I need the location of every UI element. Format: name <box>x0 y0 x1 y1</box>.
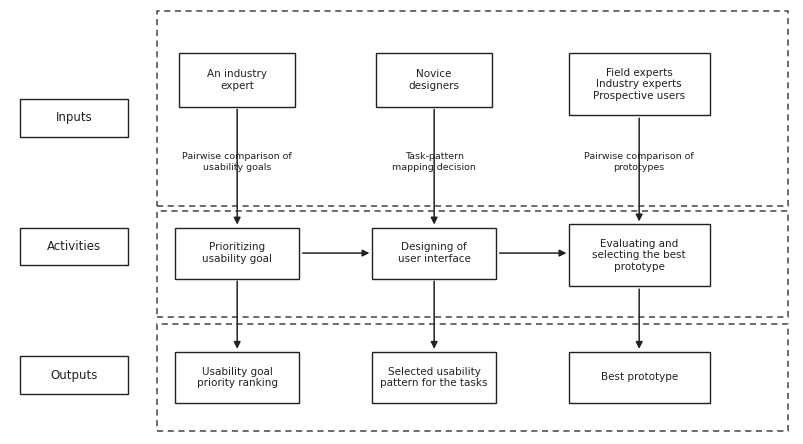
FancyBboxPatch shape <box>19 227 128 265</box>
Text: Novice
designers: Novice designers <box>408 69 459 91</box>
Text: Inputs: Inputs <box>55 111 92 124</box>
Text: Designing of
user interface: Designing of user interface <box>397 242 470 264</box>
FancyBboxPatch shape <box>371 228 496 279</box>
Text: Best prototype: Best prototype <box>600 373 677 382</box>
Text: Pairwise comparison of
usability goals: Pairwise comparison of usability goals <box>182 152 291 172</box>
Text: Outputs: Outputs <box>51 369 97 382</box>
Text: Field experts
Industry experts
Prospective users: Field experts Industry experts Prospecti… <box>593 68 684 101</box>
Text: Pairwise comparison of
prototypes: Pairwise comparison of prototypes <box>584 152 693 172</box>
Text: Evaluating and
selecting the best
prototype: Evaluating and selecting the best protot… <box>592 239 685 272</box>
Text: An industry
expert: An industry expert <box>207 69 267 91</box>
Text: Selected usability
pattern for the tasks: Selected usability pattern for the tasks <box>380 367 487 388</box>
FancyBboxPatch shape <box>569 352 709 403</box>
FancyBboxPatch shape <box>174 352 299 403</box>
Text: Activities: Activities <box>47 240 101 253</box>
FancyBboxPatch shape <box>19 99 128 137</box>
FancyBboxPatch shape <box>569 53 709 115</box>
Text: Usability goal
priority ranking: Usability goal priority ranking <box>197 367 277 388</box>
FancyBboxPatch shape <box>178 53 295 107</box>
FancyBboxPatch shape <box>376 53 491 107</box>
FancyBboxPatch shape <box>371 352 496 403</box>
Text: Prioritizing
usability goal: Prioritizing usability goal <box>202 242 272 264</box>
Text: Task-pattern
mapping decision: Task-pattern mapping decision <box>392 152 475 172</box>
FancyBboxPatch shape <box>19 356 128 394</box>
FancyBboxPatch shape <box>569 224 709 286</box>
FancyBboxPatch shape <box>174 228 299 279</box>
